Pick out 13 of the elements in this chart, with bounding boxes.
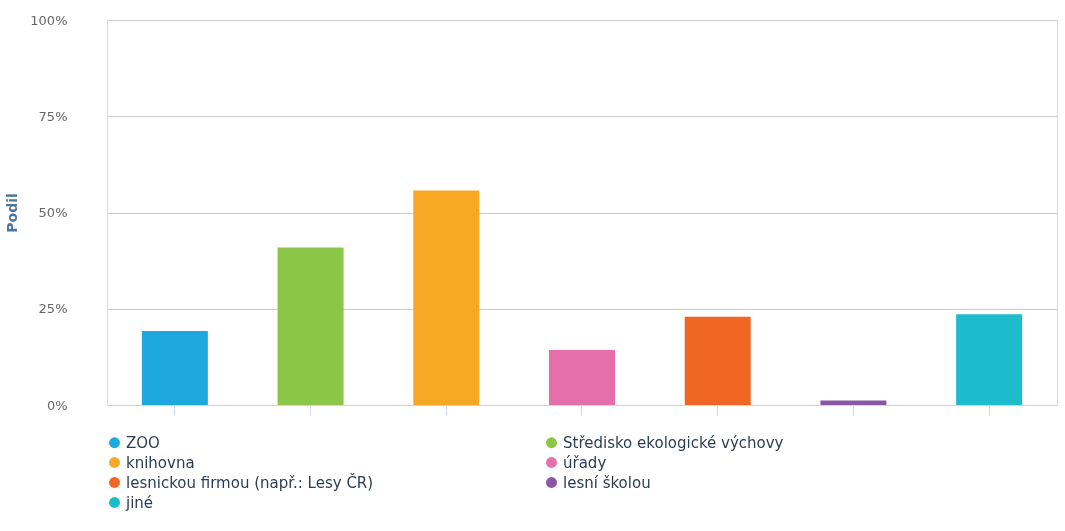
y-tick-label: 75% — [38, 108, 68, 124]
legend-label: ZOO — [126, 433, 160, 452]
legend-label: lesnickou firmou (např.: Lesy ČR) — [126, 472, 374, 492]
y-axis-title: Podil — [4, 193, 21, 233]
legend-label: knihovna — [126, 453, 195, 472]
y-tick-label: 25% — [38, 301, 68, 317]
legend-label: úřady — [563, 453, 607, 472]
legend-label: jiné — [125, 493, 154, 512]
y-tick-label: 50% — [38, 205, 68, 220]
legend-label: lesní školou — [563, 473, 651, 492]
y-tick-label: 100% — [30, 12, 68, 28]
legend-label: Středisko ekologické výchovy — [563, 433, 784, 452]
y-tick-label: 0% — [46, 397, 68, 413]
